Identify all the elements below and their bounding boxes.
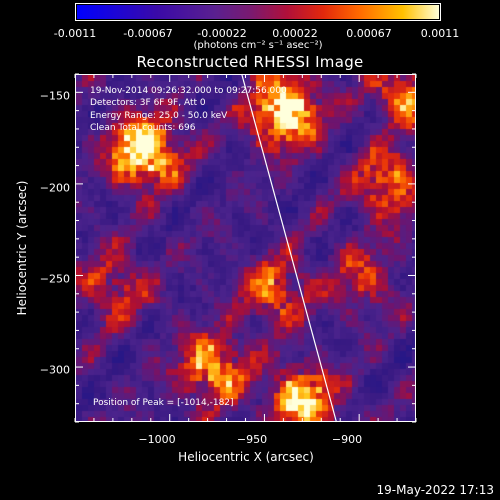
y-tick-label: −200: [39, 181, 70, 195]
colorbar-unit-label: (photons cm⁻² s⁻¹ asec⁻²): [193, 40, 323, 51]
colorbar-tick-label: -0.00067: [123, 27, 173, 40]
info-time-range: 19-Nov-2014 09:26:32.000 to 09:27:56.000: [90, 86, 287, 96]
y-tick-label: −300: [39, 363, 70, 377]
x-axis-label: Heliocentric X (arcsec): [178, 450, 314, 464]
colorbar: [75, 3, 441, 21]
colorbar-gradient: [77, 5, 439, 19]
colorbar-tick-label: -0.0011: [53, 27, 97, 40]
info-total-counts: Clean Total counts: 696: [90, 123, 196, 133]
colorbar-tick-label: 0.00067: [346, 27, 392, 40]
colorbar-tick-label: 0.00022: [272, 27, 318, 40]
colorbar-tick-label: -0.00022: [197, 27, 247, 40]
y-tick-label: −250: [39, 272, 70, 286]
chart-title: Reconstructed RHESSI Image: [136, 53, 364, 71]
footer-timestamp: 19-May-2022 17:13: [376, 483, 494, 497]
y-tick-label: −150: [39, 89, 70, 103]
x-tick-label: −950: [236, 433, 268, 446]
x-tick-label: −1000: [138, 433, 176, 446]
y-axis-label: Heliocentric Y (arcsec): [15, 180, 29, 316]
info-energy-range: Energy Range: 25.0 - 50.0 keV: [90, 111, 228, 121]
x-tick-label: −900: [331, 433, 363, 446]
colorbar-tick-label: 0.0011: [420, 27, 460, 40]
info-detectors: Detectors: 3F 6F 9F, Att 0: [90, 98, 206, 108]
peak-position: Position of Peak = [-1014,-182]: [93, 398, 234, 408]
